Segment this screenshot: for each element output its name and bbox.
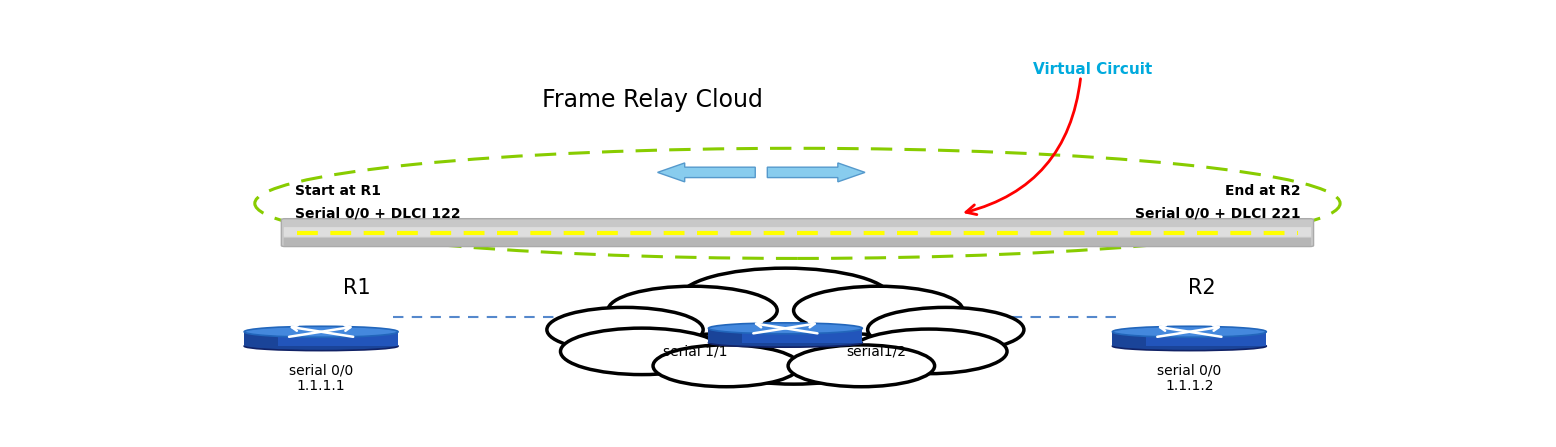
Ellipse shape — [244, 342, 398, 350]
Ellipse shape — [1113, 342, 1267, 350]
Circle shape — [560, 328, 724, 375]
Ellipse shape — [1113, 326, 1267, 337]
Text: Start at R1: Start at R1 — [294, 184, 381, 198]
Circle shape — [851, 329, 1007, 374]
Text: Frame Relay Cloud: Frame Relay Cloud — [543, 88, 762, 112]
Circle shape — [794, 286, 963, 334]
Text: End at R2: End at R2 — [1225, 184, 1301, 198]
Circle shape — [868, 308, 1024, 352]
Text: Serial 0/0 + DLCI 122: Serial 0/0 + DLCI 122 — [294, 207, 461, 221]
Text: 1.1.1.2: 1.1.1.2 — [1165, 379, 1214, 393]
Circle shape — [654, 345, 800, 387]
Text: Virtual Circuit: Virtual Circuit — [1033, 62, 1151, 76]
Text: R2: R2 — [1187, 278, 1215, 298]
FancyBboxPatch shape — [283, 238, 1312, 246]
Polygon shape — [1113, 332, 1147, 346]
FancyBboxPatch shape — [282, 219, 1313, 247]
Polygon shape — [244, 332, 279, 346]
Text: serial 0/0: serial 0/0 — [289, 363, 353, 377]
Polygon shape — [1113, 332, 1267, 346]
Text: serial 1/1: serial 1/1 — [663, 345, 727, 358]
Text: 1.1.1.1: 1.1.1.1 — [297, 379, 345, 393]
Circle shape — [546, 308, 703, 352]
Text: R1: R1 — [344, 278, 372, 298]
Ellipse shape — [244, 326, 398, 337]
Circle shape — [680, 268, 892, 329]
Ellipse shape — [708, 338, 862, 347]
FancyBboxPatch shape — [283, 227, 1312, 237]
Polygon shape — [708, 328, 742, 343]
Ellipse shape — [708, 323, 862, 334]
Polygon shape — [708, 328, 862, 343]
Circle shape — [705, 333, 884, 384]
FancyArrow shape — [767, 163, 865, 182]
FancyArrow shape — [658, 163, 755, 182]
Circle shape — [608, 286, 776, 334]
Text: serial1/2: serial1/2 — [846, 345, 906, 358]
Text: serial 0/0: serial 0/0 — [1158, 363, 1221, 377]
Circle shape — [787, 345, 935, 387]
Polygon shape — [244, 332, 398, 346]
Text: Serial 0/0 + DLCI 221: Serial 0/0 + DLCI 221 — [1134, 207, 1301, 221]
